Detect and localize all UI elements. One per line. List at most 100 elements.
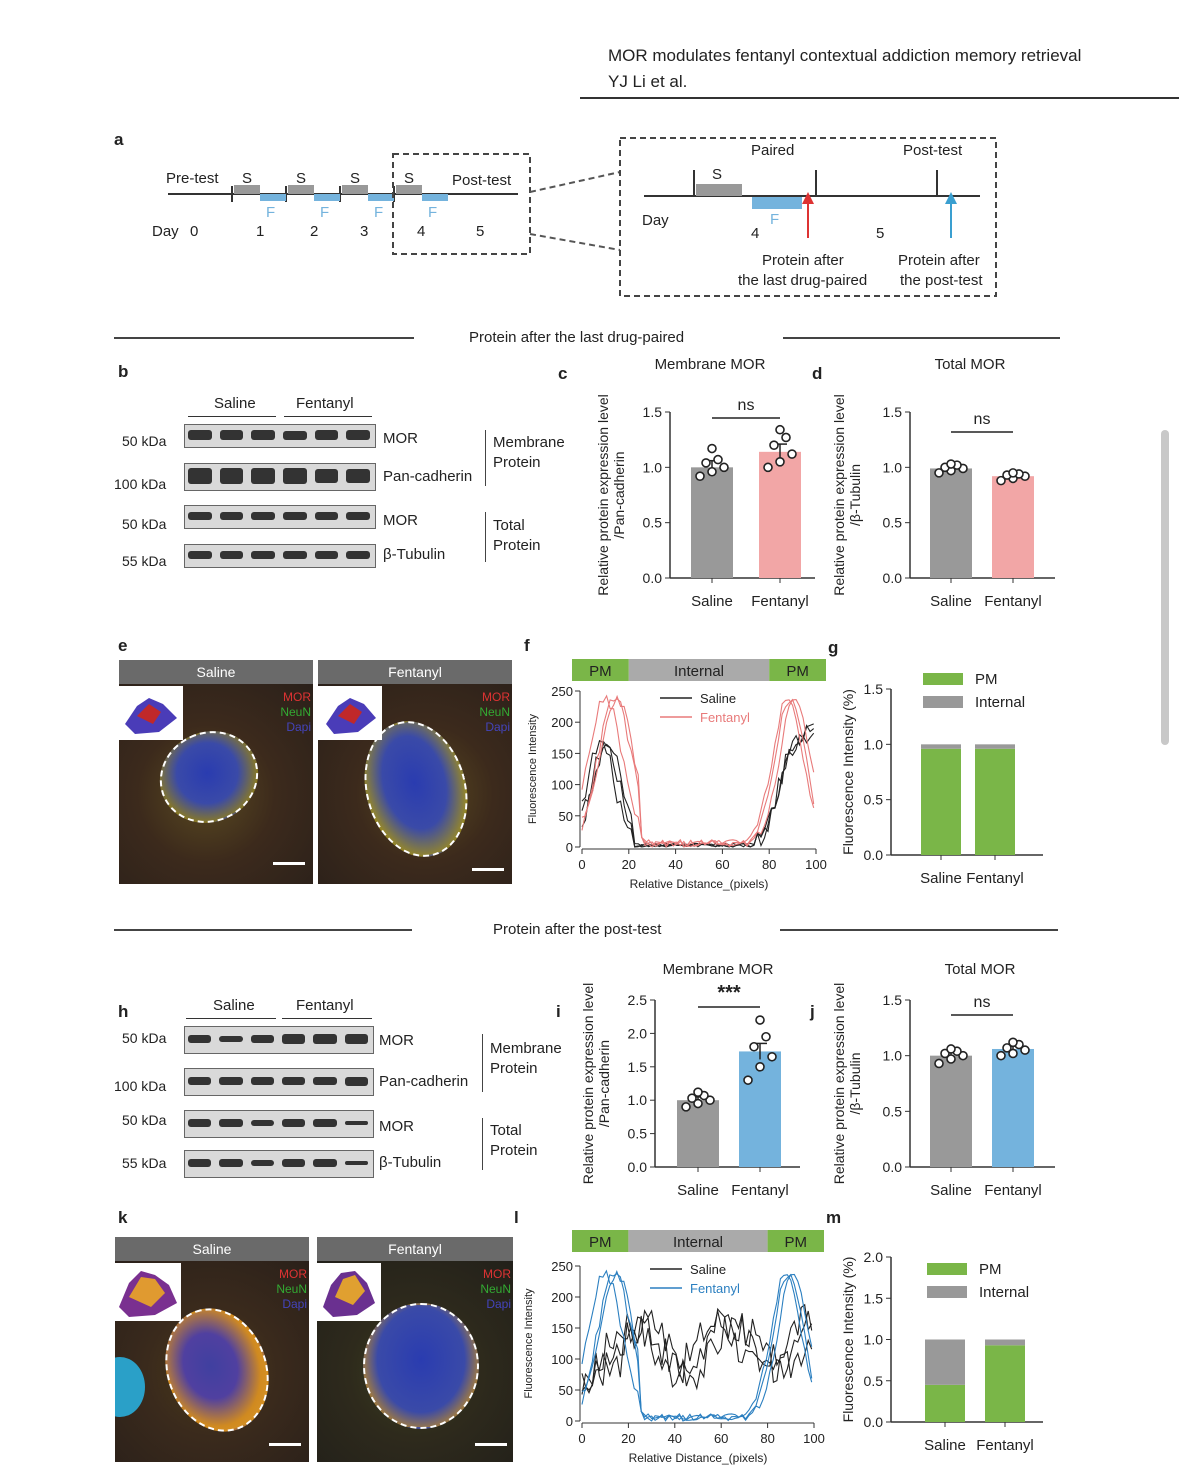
- a-s-label-4: S: [404, 170, 415, 187]
- a-s-label-3: S: [350, 170, 361, 187]
- wb1-band-3-5: [314, 512, 339, 520]
- chart-i-point-0-3: [687, 1093, 697, 1103]
- chart-c: Membrane MOR Relative protein expression …: [595, 356, 815, 610]
- wb2-bracket2-l2: Protein: [490, 1142, 538, 1159]
- chart-i-point-1-1: [755, 1062, 765, 1072]
- scrollbar[interactable]: [1161, 430, 1169, 745]
- e-image-saline: Saline MOR NeuN Dapi: [119, 660, 313, 884]
- panel-label-h: h: [118, 1002, 129, 1021]
- chart-c-point-0-5: [707, 443, 717, 454]
- chart-d-point-1-5: [1008, 468, 1018, 478]
- chart-f-series-fentanyl-trace-1: [581, 694, 815, 848]
- wb1-saline-line: [188, 416, 276, 417]
- a-posttest-label: Post-test: [452, 172, 512, 189]
- chart-l-xtick-label-5: 100: [803, 1431, 825, 1446]
- chart-l-series-saline-trace-2: [581, 1303, 813, 1394]
- wb2-group-fentanyl: Fentanyl: [296, 997, 354, 1014]
- chart-i-sig-label: ***: [717, 982, 741, 1004]
- chart-l-series-saline-trace-1: [581, 1307, 813, 1395]
- wb1-band-3-4: [283, 512, 307, 520]
- e-fentanyl-channel-legend: MOR NeuN Dapi: [479, 690, 510, 734]
- section2-title: Protein after the post-test: [493, 921, 662, 938]
- chart-m-bar-1-internal: [985, 1339, 1025, 1346]
- chart-j: Total MOR Relative protein expression lev…: [831, 961, 1055, 1199]
- wb1-bracket2-l2: Protein: [493, 537, 541, 554]
- wb1-band-1-6: [346, 430, 370, 440]
- chart-j-sig-label: ns: [974, 994, 991, 1011]
- wb1-label-3: MOR: [383, 512, 418, 529]
- chart-c-ytick-label-2: 1.0: [643, 459, 663, 475]
- wb2-band-4-4: [282, 1159, 306, 1167]
- chart-c-point-1-5: [775, 424, 785, 435]
- header-rule: [580, 97, 1179, 99]
- e-image-fentanyl: Fentanyl MOR NeuN Dapi: [318, 660, 512, 884]
- wb1-band-4-4: [283, 551, 307, 559]
- wb2-band-1-5: [313, 1034, 337, 1044]
- chart-i-ytick-label-4: 2.0: [628, 1025, 648, 1041]
- chart-l-ylabel: Fluorescence Intensity: [523, 1288, 535, 1399]
- k-fentanyl-scalebar: [475, 1443, 507, 1446]
- section1-title: Protein after the last drug-paired: [469, 329, 685, 346]
- chart-f-xtick-label-5: 100: [805, 857, 827, 872]
- section2-rule-left: [114, 929, 412, 931]
- a-f-label-4: F: [428, 204, 438, 221]
- panel-label-k: k: [118, 1208, 128, 1227]
- wb1-band-3-2: [219, 512, 244, 520]
- k-fentanyl-surface-plot: [317, 1263, 381, 1321]
- wb2-bracket1-l2: Protein: [490, 1060, 538, 1077]
- wb2-kda-1: 50 kDa: [122, 1030, 167, 1046]
- k-image-fentanyl: Fentanyl MOR NeuN Dapi: [317, 1237, 513, 1462]
- chart-m-ytick-label-2: 1.0: [864, 1332, 884, 1348]
- chart-i-xtick-label-0: Saline: [677, 1182, 719, 1199]
- wb2-band-1-4: [282, 1034, 306, 1044]
- panel-label-i: i: [556, 1002, 561, 1021]
- wb2-band-2-6: [344, 1076, 368, 1086]
- chart-j-point-1-3: [1002, 1043, 1012, 1053]
- chart-f-region-label-1: Internal: [674, 663, 724, 680]
- wb2-band-2-3: [250, 1076, 274, 1086]
- chart-l: PM Internal PM 0 50 100 150 200 250 0 20 40 60 80 100 R…: [523, 1230, 825, 1465]
- chart-l-region-1: [628, 1230, 768, 1252]
- chart-c-bar-1: [759, 451, 801, 578]
- wb2-saline-line: [186, 1018, 276, 1019]
- e-saline-surface-plot: [119, 686, 183, 740]
- wb1-bracket-1: [485, 430, 486, 486]
- a-protein1-line2: the last drug-paired: [738, 272, 868, 289]
- chart-d-ylabel2: /β-Tubulin: [847, 464, 863, 526]
- panel-label-e: e: [118, 636, 128, 655]
- chart-g-bar-1-internal: [975, 744, 1015, 749]
- chart-j-ytick-label-3: 1.5: [883, 992, 903, 1008]
- e-saline-title: Saline: [119, 660, 313, 684]
- chart-l-region-label-0: PM: [589, 1234, 612, 1251]
- chart-f-xtick-label-1: 20: [622, 857, 636, 872]
- chart-l-ytick-label-5: 250: [551, 1259, 573, 1274]
- wb2-group-saline: Saline: [213, 997, 255, 1014]
- wb1-strip-2: [184, 463, 376, 491]
- wb2-band-3-5: [313, 1119, 337, 1127]
- a-day-5: 5: [476, 223, 485, 240]
- wb2-label-3: MOR: [379, 1118, 414, 1135]
- chart-c-sig-label: ns: [738, 397, 755, 414]
- wb2-band-4-5: [313, 1159, 337, 1167]
- wb2-band-2-2: [219, 1076, 243, 1086]
- wb1-label-1: MOR: [383, 430, 418, 447]
- wb2-strip-3: [184, 1110, 374, 1138]
- chart-g-xtick-label-0: Saline: [920, 870, 962, 887]
- chart-i-point-1-3: [749, 1041, 759, 1052]
- a-f-label-3: F: [374, 204, 384, 221]
- a-day-4: 4: [417, 223, 426, 240]
- wb1-band-2-3: [251, 468, 275, 484]
- a-s-label-1: S: [242, 170, 253, 187]
- wb2-band-1-3: [250, 1034, 274, 1044]
- wb2-strip-4: [184, 1150, 374, 1178]
- wb1-bracket1-l1: Membrane: [493, 434, 565, 451]
- chart-m-xtick-label-1: Fentanyl: [976, 1437, 1034, 1454]
- wb1-band-4-2: [219, 551, 244, 559]
- chart-j-point-1-2: [1020, 1045, 1030, 1055]
- chart-g-ytick-label-0: 0.0: [864, 847, 884, 863]
- panel-label-j: j: [810, 1002, 815, 1021]
- a-protein2-line1: Protein after: [898, 252, 980, 269]
- chart-d-ytick-label-0: 0.0: [883, 570, 903, 586]
- chart-c-ytick-label-0: 0.0: [643, 570, 663, 586]
- a-pretest-label: Pre-test: [166, 170, 219, 187]
